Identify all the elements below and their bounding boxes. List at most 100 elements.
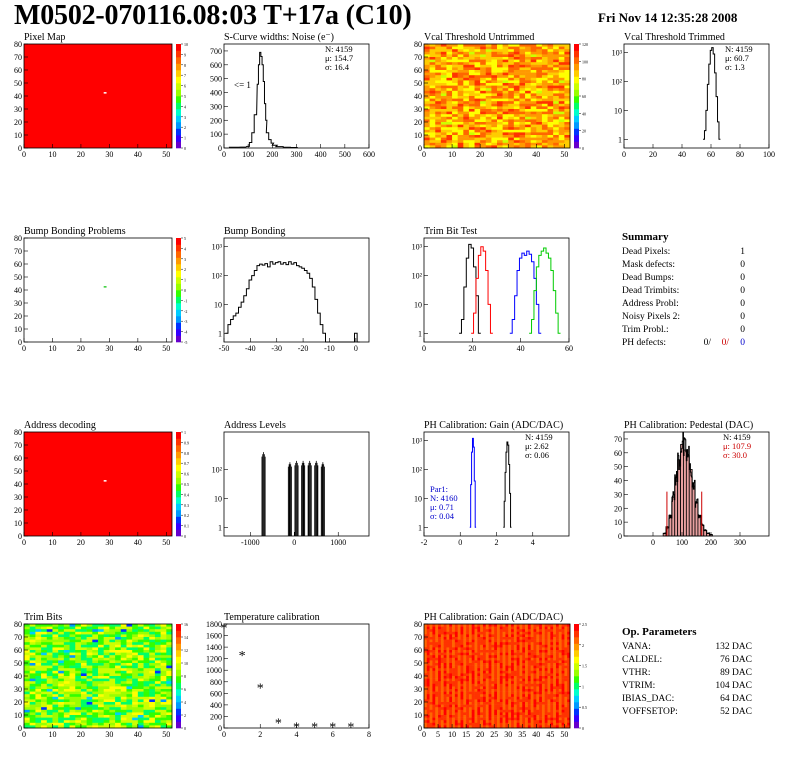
heatmap-cell — [452, 655, 456, 659]
heatmap-cell — [539, 683, 543, 687]
heatmap-cell — [502, 637, 506, 640]
heatmap-cell — [69, 639, 76, 643]
heatmap-cell — [544, 689, 548, 692]
heatmap-cell — [536, 90, 543, 94]
heatmap-cell — [457, 62, 464, 66]
heatmap-cell — [449, 665, 453, 669]
heatmap-cell — [466, 647, 470, 651]
heatmap-cell — [555, 637, 560, 640]
heatmap-cell — [115, 673, 122, 677]
heatmap-cell — [166, 720, 173, 724]
heatmap-cell — [443, 668, 447, 672]
heatmap-cell — [541, 90, 548, 94]
heatmap-cell — [499, 720, 503, 724]
heatmap-cell — [482, 660, 487, 664]
heatmap-cell — [435, 707, 439, 711]
heatmap-cell — [132, 686, 139, 690]
heatmap-cell — [547, 624, 551, 627]
heatmap-cell — [92, 707, 99, 711]
heatmap-cell — [109, 624, 116, 627]
colorbar-cell — [176, 689, 181, 696]
heatmap-cell — [52, 676, 59, 679]
heatmap-cell — [491, 80, 498, 84]
heatmap-cell — [497, 657, 501, 661]
x-tick-label: 40 — [134, 344, 142, 353]
heatmap-cell — [541, 694, 546, 698]
heatmap-cell — [527, 689, 531, 692]
heatmap-cell — [516, 707, 520, 711]
heatmap-cell — [132, 696, 139, 700]
heatmap-cell — [424, 111, 430, 115]
heatmap-cell — [536, 46, 543, 50]
heatmap-cell — [530, 96, 537, 99]
heatmap-cell — [120, 624, 127, 627]
heatmap-cell — [166, 631, 173, 635]
heatmap-cell — [525, 686, 529, 690]
heatmap-cell — [424, 57, 430, 60]
x-tick-label: 15 — [462, 730, 470, 739]
heatmap-cell — [424, 88, 430, 92]
heatmap-cell — [513, 106, 520, 110]
heatmap-cell — [75, 647, 82, 651]
heatmap-cell — [519, 657, 523, 661]
heatmap-cell — [567, 631, 571, 635]
heatmap-cell — [454, 631, 458, 635]
heatmap-cell — [424, 114, 430, 118]
heatmap-cell — [452, 722, 456, 726]
heatmap-cell — [553, 683, 557, 687]
heatmap-cell — [471, 707, 475, 711]
heatmap-cell — [508, 137, 515, 141]
heatmap-cell — [115, 683, 122, 687]
heatmap-cell — [457, 46, 464, 50]
heatmap-cell — [452, 668, 456, 672]
heatmap-cell — [558, 70, 565, 73]
heatmap-cell — [435, 93, 442, 97]
heatmap-cell — [41, 626, 48, 630]
heatmap-cell — [120, 665, 127, 669]
heatmap-cell — [499, 624, 503, 627]
heatmap-cell — [525, 101, 531, 105]
heatmap-cell — [452, 665, 456, 669]
heatmap-cell — [98, 668, 104, 672]
heatmap-cell — [541, 54, 548, 58]
heatmap-cell — [143, 663, 150, 666]
heatmap-cell — [536, 106, 543, 110]
heatmap-cell — [536, 80, 543, 84]
heatmap-cell — [468, 694, 473, 698]
heatmap-cell — [511, 696, 515, 700]
heatmap-cell — [24, 673, 30, 677]
heatmap-cell — [463, 64, 470, 68]
heatmap-cell — [553, 59, 560, 63]
heatmap-cell — [502, 135, 509, 138]
heatmap-cell — [166, 629, 173, 633]
heatmap-cell — [24, 631, 30, 635]
heatmap-cell — [547, 93, 554, 97]
y-tick-label: 10 — [14, 131, 22, 140]
heatmap-cell — [435, 665, 439, 669]
heatmap-cell — [35, 683, 42, 687]
heatmap-cell — [494, 660, 498, 664]
heatmap-cell — [513, 722, 517, 726]
heatmap-cell — [468, 75, 475, 79]
heatmap-cell — [432, 631, 436, 635]
heatmap-cell — [440, 83, 447, 86]
heatmap-cell — [511, 629, 515, 633]
heatmap-cell — [553, 67, 560, 71]
heatmap-cell — [485, 51, 492, 55]
heatmap-cell — [561, 694, 565, 698]
heatmap-cell — [143, 634, 150, 638]
x-tick-label: 300 — [734, 538, 746, 547]
heatmap-cell — [502, 124, 509, 128]
heatmap-cell — [92, 644, 99, 648]
heatmap-cell — [544, 704, 548, 708]
heatmap-cell — [35, 696, 42, 700]
heatmap-cell — [166, 673, 173, 677]
heatmap-cell — [41, 696, 48, 700]
colorbar-cell — [176, 721, 181, 729]
heatmap-cell — [547, 696, 551, 700]
heatmap-cell — [446, 634, 450, 638]
heatmap-cell — [502, 72, 509, 76]
heatmap-cell — [440, 704, 444, 708]
heatmap-cell — [488, 655, 492, 659]
heatmap-cell — [429, 644, 433, 648]
